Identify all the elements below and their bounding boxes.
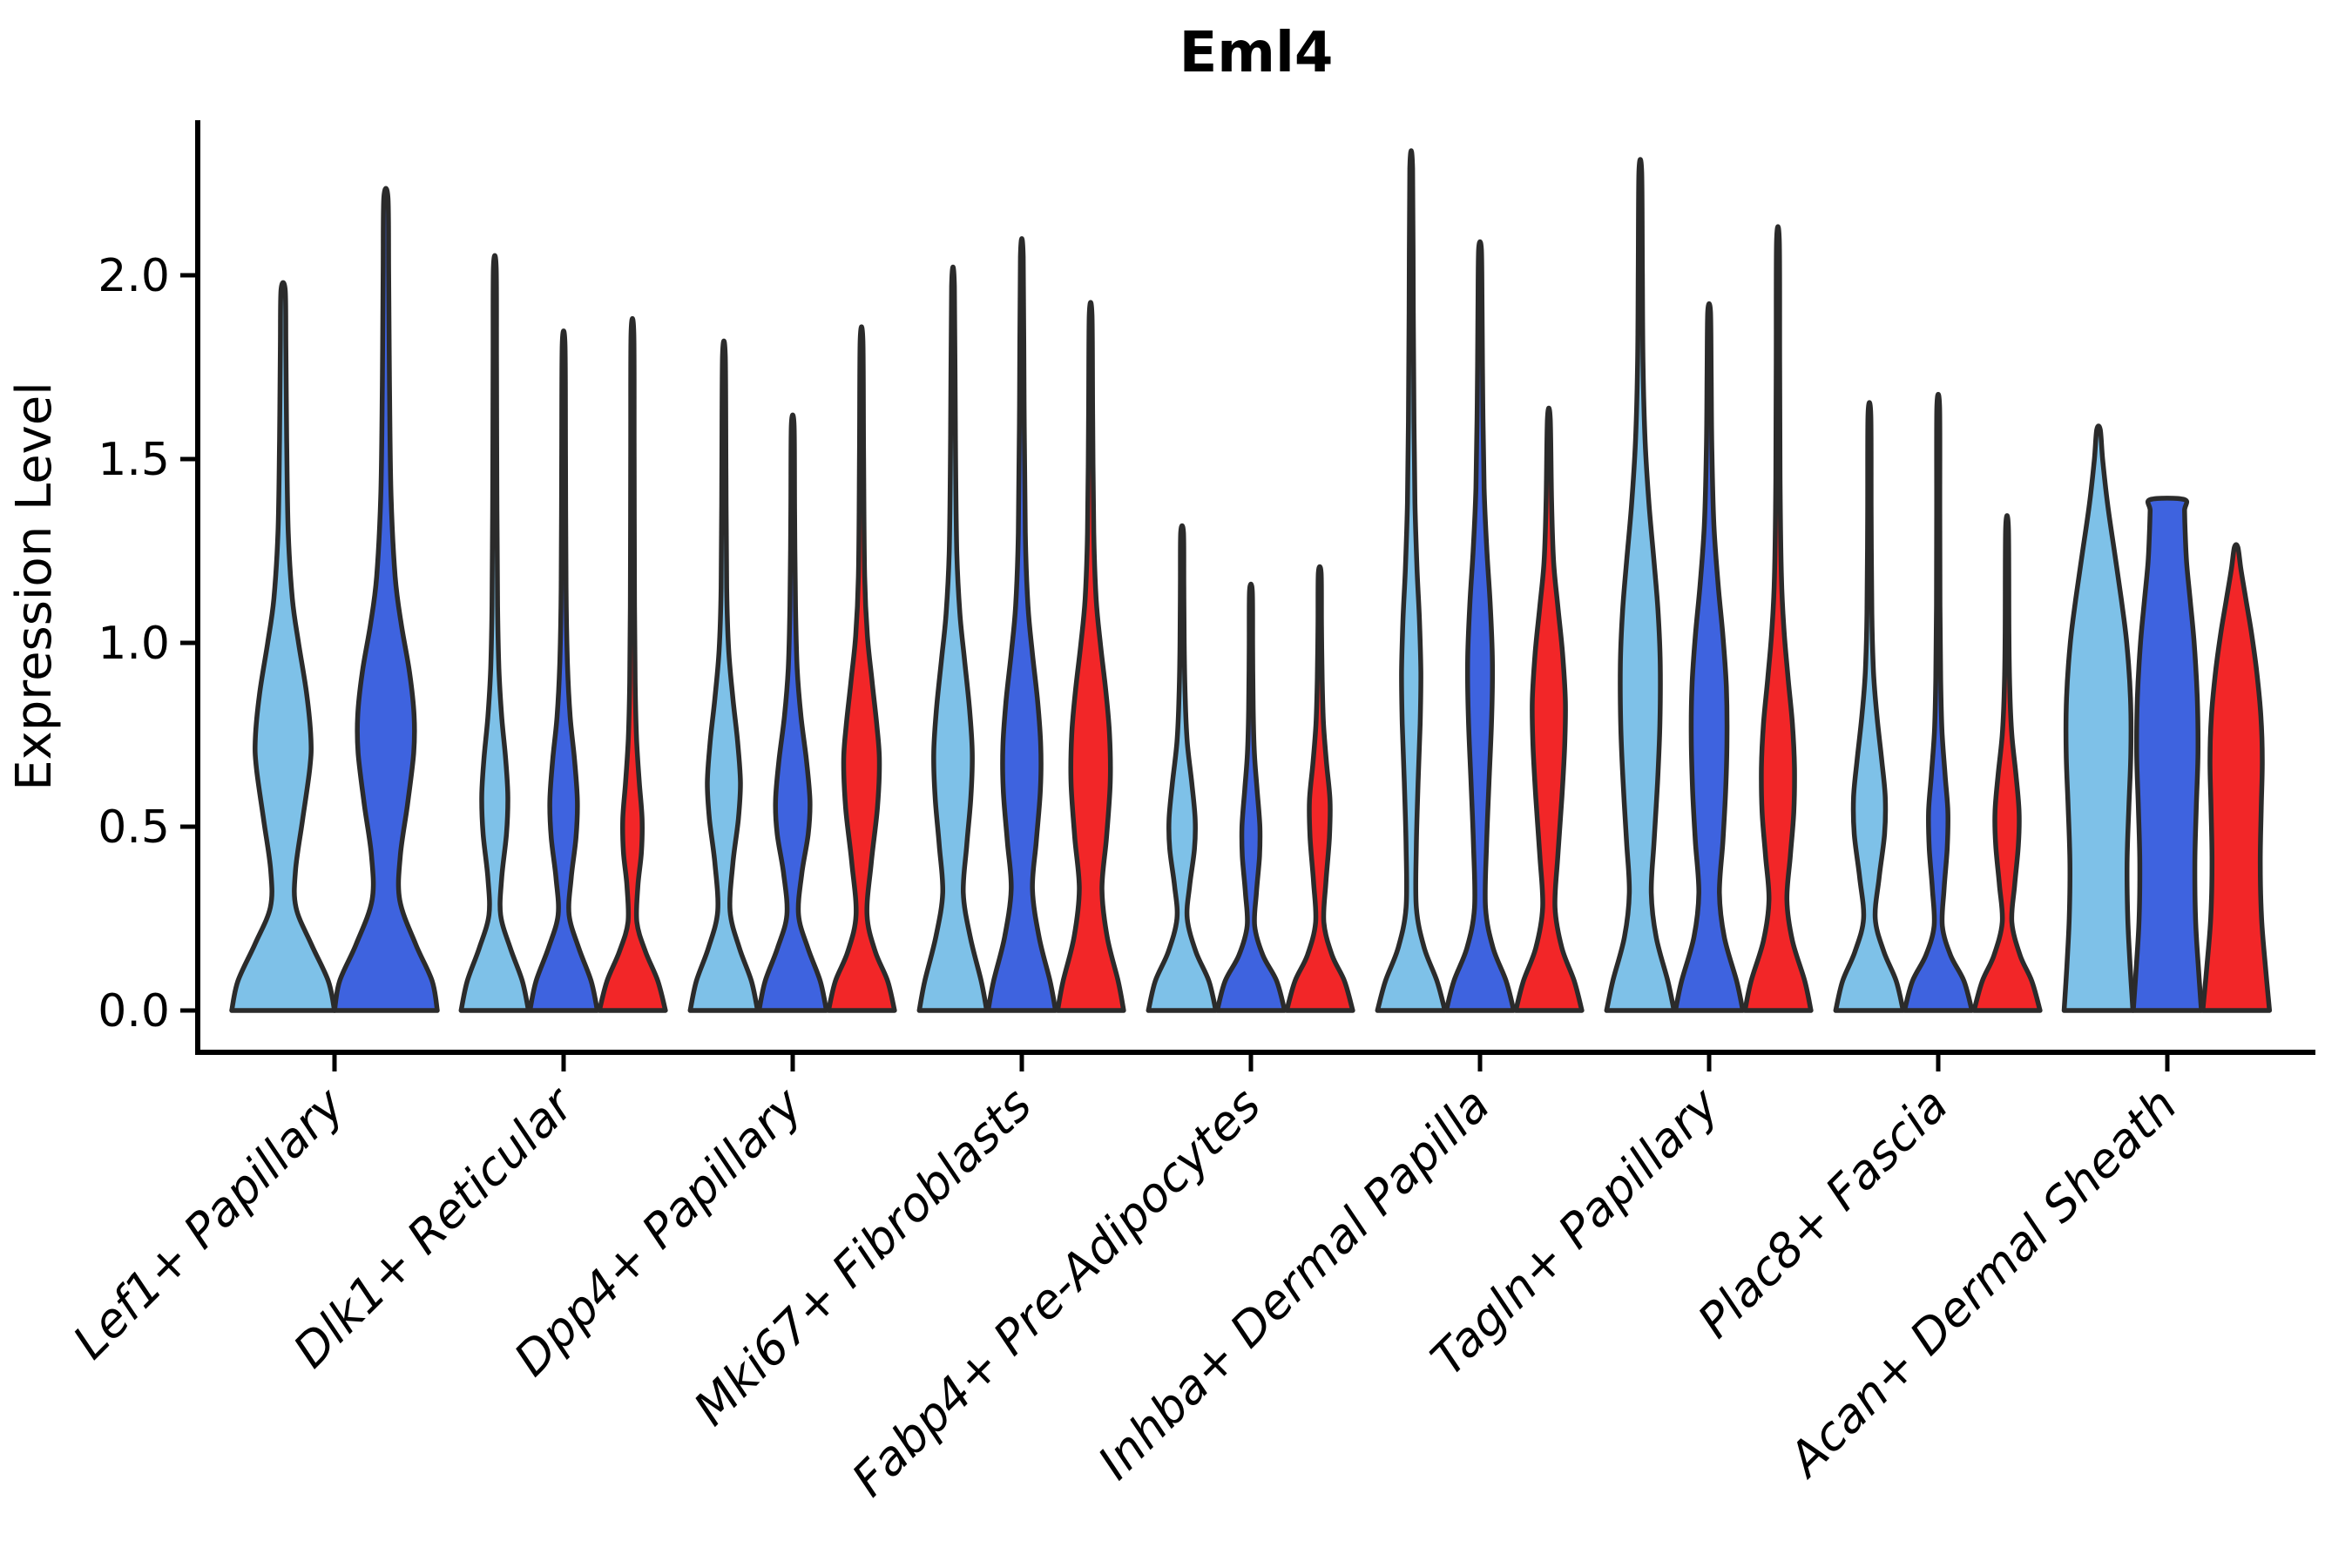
y-axis-label: Expression Level [6,382,63,791]
violin-mki67-fibroblasts-light-blue [916,264,990,1013]
violin-fabp4-pre-adipocytes-light-blue [1146,523,1219,1013]
violin-dlk1-reticular-dark-blue [527,328,600,1013]
y-tick-label-1.0: 1.0 [98,618,170,670]
violin-acan-dermal-sheath-red [2200,542,2273,1013]
violins-layer [229,148,2273,1013]
violin-plac8-fascia-red [1971,513,2043,1013]
violin-inhba-dermal-papilla-red [1513,405,1585,1013]
y-tick-label-2.0: 2.0 [98,250,170,302]
violin-acan-dermal-sheath-light-blue [2061,423,2136,1013]
violin-plac8-fascia-dark-blue [1902,391,1975,1013]
violin-dpp4-papillary-light-blue [687,338,760,1013]
violin-fabp4-pre-adipocytes-red [1284,564,1355,1013]
violin-mki67-fibroblasts-red [1055,300,1126,1013]
violin-lef1-papillary-light-blue [229,280,337,1013]
violin-dpp4-papillary-red [826,324,897,1013]
violin-plac8-fascia-light-blue [1833,400,1906,1013]
violin-dlk1-reticular-light-blue [458,253,531,1013]
violin-tagln-papillary-dark-blue [1673,301,1746,1013]
violin-acan-dermal-sheath-dark-blue [2131,496,2204,1013]
violin-fabp4-pre-adipocytes-dark-blue [1214,581,1288,1013]
y-tick-label-0.0: 0.0 [98,985,170,1037]
violin-tagln-papillary-light-blue [1604,157,1677,1013]
y-tick-label-0.5: 0.5 [98,801,170,854]
chart-title: Eml4 [1179,21,1334,85]
violin-mki67-fibroblasts-dark-blue [985,236,1058,1013]
violin-inhba-dermal-papilla-light-blue [1375,148,1448,1013]
violin-inhba-dermal-papilla-dark-blue [1443,239,1517,1013]
violin-lef1-papillary-dark-blue [332,186,440,1013]
violin-tagln-papillary-red [1742,224,1814,1013]
y-tick-label-1.5: 1.5 [98,434,170,486]
violin-dpp4-papillary-dark-blue [756,412,829,1013]
violin-dlk1-reticular-red [597,315,668,1013]
